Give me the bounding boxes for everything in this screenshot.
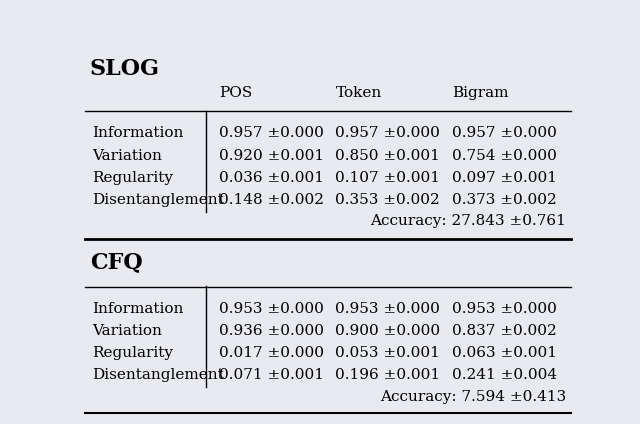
Text: POS: POS: [219, 86, 252, 100]
Text: 0.837 ±0.002: 0.837 ±0.002: [452, 324, 557, 338]
Text: Accuracy: 27.843 ±0.761: Accuracy: 27.843 ±0.761: [370, 214, 566, 228]
Text: Variation: Variation: [92, 324, 163, 338]
Text: 0.957 ±0.000: 0.957 ±0.000: [219, 126, 324, 140]
Text: 0.071 ±0.001: 0.071 ±0.001: [219, 368, 324, 382]
Text: 0.900 ±0.000: 0.900 ±0.000: [335, 324, 440, 338]
Text: 0.953 ±0.000: 0.953 ±0.000: [335, 302, 440, 316]
Text: Accuracy: 7.594 ±0.413: Accuracy: 7.594 ±0.413: [380, 390, 566, 404]
Text: Disentanglement: Disentanglement: [92, 368, 224, 382]
Text: 0.241 ±0.004: 0.241 ±0.004: [452, 368, 557, 382]
Text: 0.920 ±0.001: 0.920 ±0.001: [219, 149, 324, 163]
Text: Information: Information: [92, 302, 184, 316]
Text: 0.148 ±0.002: 0.148 ±0.002: [219, 193, 324, 207]
Text: 0.097 ±0.001: 0.097 ±0.001: [452, 171, 557, 185]
Text: Regularity: Regularity: [92, 346, 173, 360]
Text: Bigram: Bigram: [452, 86, 509, 100]
Text: 0.017 ±0.000: 0.017 ±0.000: [219, 346, 324, 360]
Text: Disentanglement: Disentanglement: [92, 193, 224, 207]
Text: 0.754 ±0.000: 0.754 ±0.000: [452, 149, 557, 163]
Text: 0.036 ±0.001: 0.036 ±0.001: [219, 171, 324, 185]
Text: 0.196 ±0.001: 0.196 ±0.001: [335, 368, 440, 382]
Text: 0.373 ±0.002: 0.373 ±0.002: [452, 193, 557, 207]
Text: 0.107 ±0.001: 0.107 ±0.001: [335, 171, 440, 185]
Text: 0.063 ±0.001: 0.063 ±0.001: [452, 346, 557, 360]
Text: 0.957 ±0.000: 0.957 ±0.000: [452, 126, 557, 140]
Text: Token: Token: [335, 86, 381, 100]
Text: Regularity: Regularity: [92, 171, 173, 185]
Text: Information: Information: [92, 126, 184, 140]
Text: 0.953 ±0.000: 0.953 ±0.000: [452, 302, 557, 316]
Text: 0.953 ±0.000: 0.953 ±0.000: [219, 302, 324, 316]
Text: SLOG: SLOG: [90, 58, 160, 80]
Text: Variation: Variation: [92, 149, 163, 163]
Text: 0.850 ±0.001: 0.850 ±0.001: [335, 149, 440, 163]
Text: CFQ: CFQ: [90, 251, 143, 273]
Text: 0.053 ±0.001: 0.053 ±0.001: [335, 346, 440, 360]
Text: 0.353 ±0.002: 0.353 ±0.002: [335, 193, 440, 207]
Text: 0.957 ±0.000: 0.957 ±0.000: [335, 126, 440, 140]
Text: 0.936 ±0.000: 0.936 ±0.000: [219, 324, 324, 338]
